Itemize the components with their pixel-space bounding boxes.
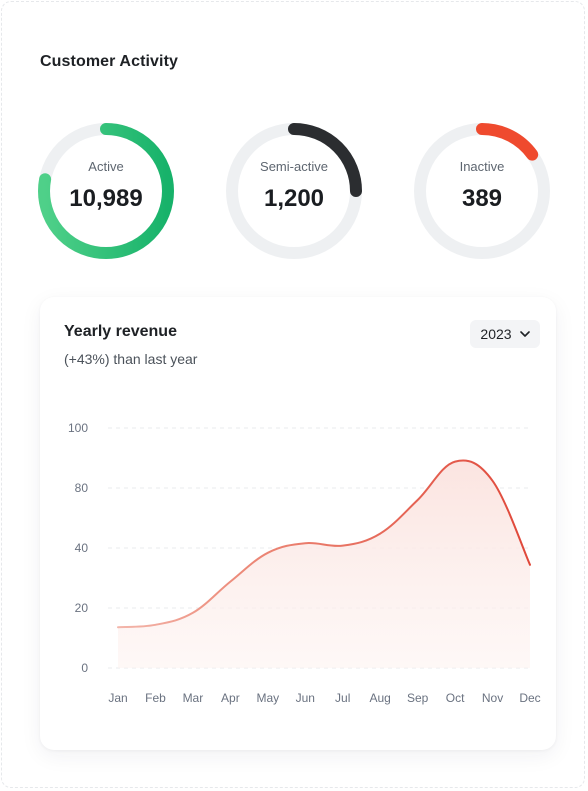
semi-active-label: Semi-active [260,159,328,174]
section-title: Customer Activity [40,53,179,70]
inactive-label: Inactive [459,159,505,174]
x-tick-label: Jan [108,691,127,705]
active-label: Active [88,159,124,174]
inactive-ring-icon [414,123,550,259]
x-tick-label: Oct [446,691,465,705]
x-tick-label: Jul [335,691,350,705]
chevron-down-icon [519,331,530,337]
ring-progress-arc [38,123,174,259]
yearly-revenue-card: Yearly revenue (+43%) than last year 202… [40,297,556,750]
year-select[interactable]: 2023 [470,320,540,348]
active-value: 10,989 [69,185,143,212]
semi-active-stat: Semi-active 1,200 [224,121,364,261]
revenue-line [117,459,531,629]
x-tick-label: Jun [296,691,315,705]
active-stat: Active 10,989 [36,121,176,261]
x-tick-label: Aug [370,691,391,705]
x-tick-label: Apr [221,691,240,705]
x-tick-label: Feb [145,691,166,705]
year-select-value: 2023 [480,326,512,342]
y-tick-label: 80 [75,481,89,495]
x-tick-label: May [256,691,279,705]
active-ring-icon [38,123,174,259]
semi-active-ring-icon [226,123,362,259]
revenue-chart: 100 80 40 20 0 Jan Feb Mar Apr May Jun Jul Aug Sep Oct… [68,421,541,705]
ring-progress-arc [414,123,550,259]
y-tick-label: 20 [75,601,89,615]
x-tick-label: Nov [482,691,503,705]
revenue-subtitle: (+43%) than last year [64,351,198,367]
x-tick-label: Sep [407,691,429,705]
inactive-value: 389 [461,185,503,212]
x-tick-label: Dec [519,691,540,705]
y-tick-label: 100 [68,421,88,435]
x-tick-label: Mar [183,691,204,705]
y-tick-label: 0 [81,661,88,675]
inactive-stat: Inactive 389 [412,121,552,261]
y-tick-label: 40 [75,541,89,555]
ring-progress-arc [226,123,362,259]
revenue-area [118,460,530,668]
revenue-title: Yearly revenue [64,323,177,340]
semi-active-value: 1,200 [263,185,325,212]
